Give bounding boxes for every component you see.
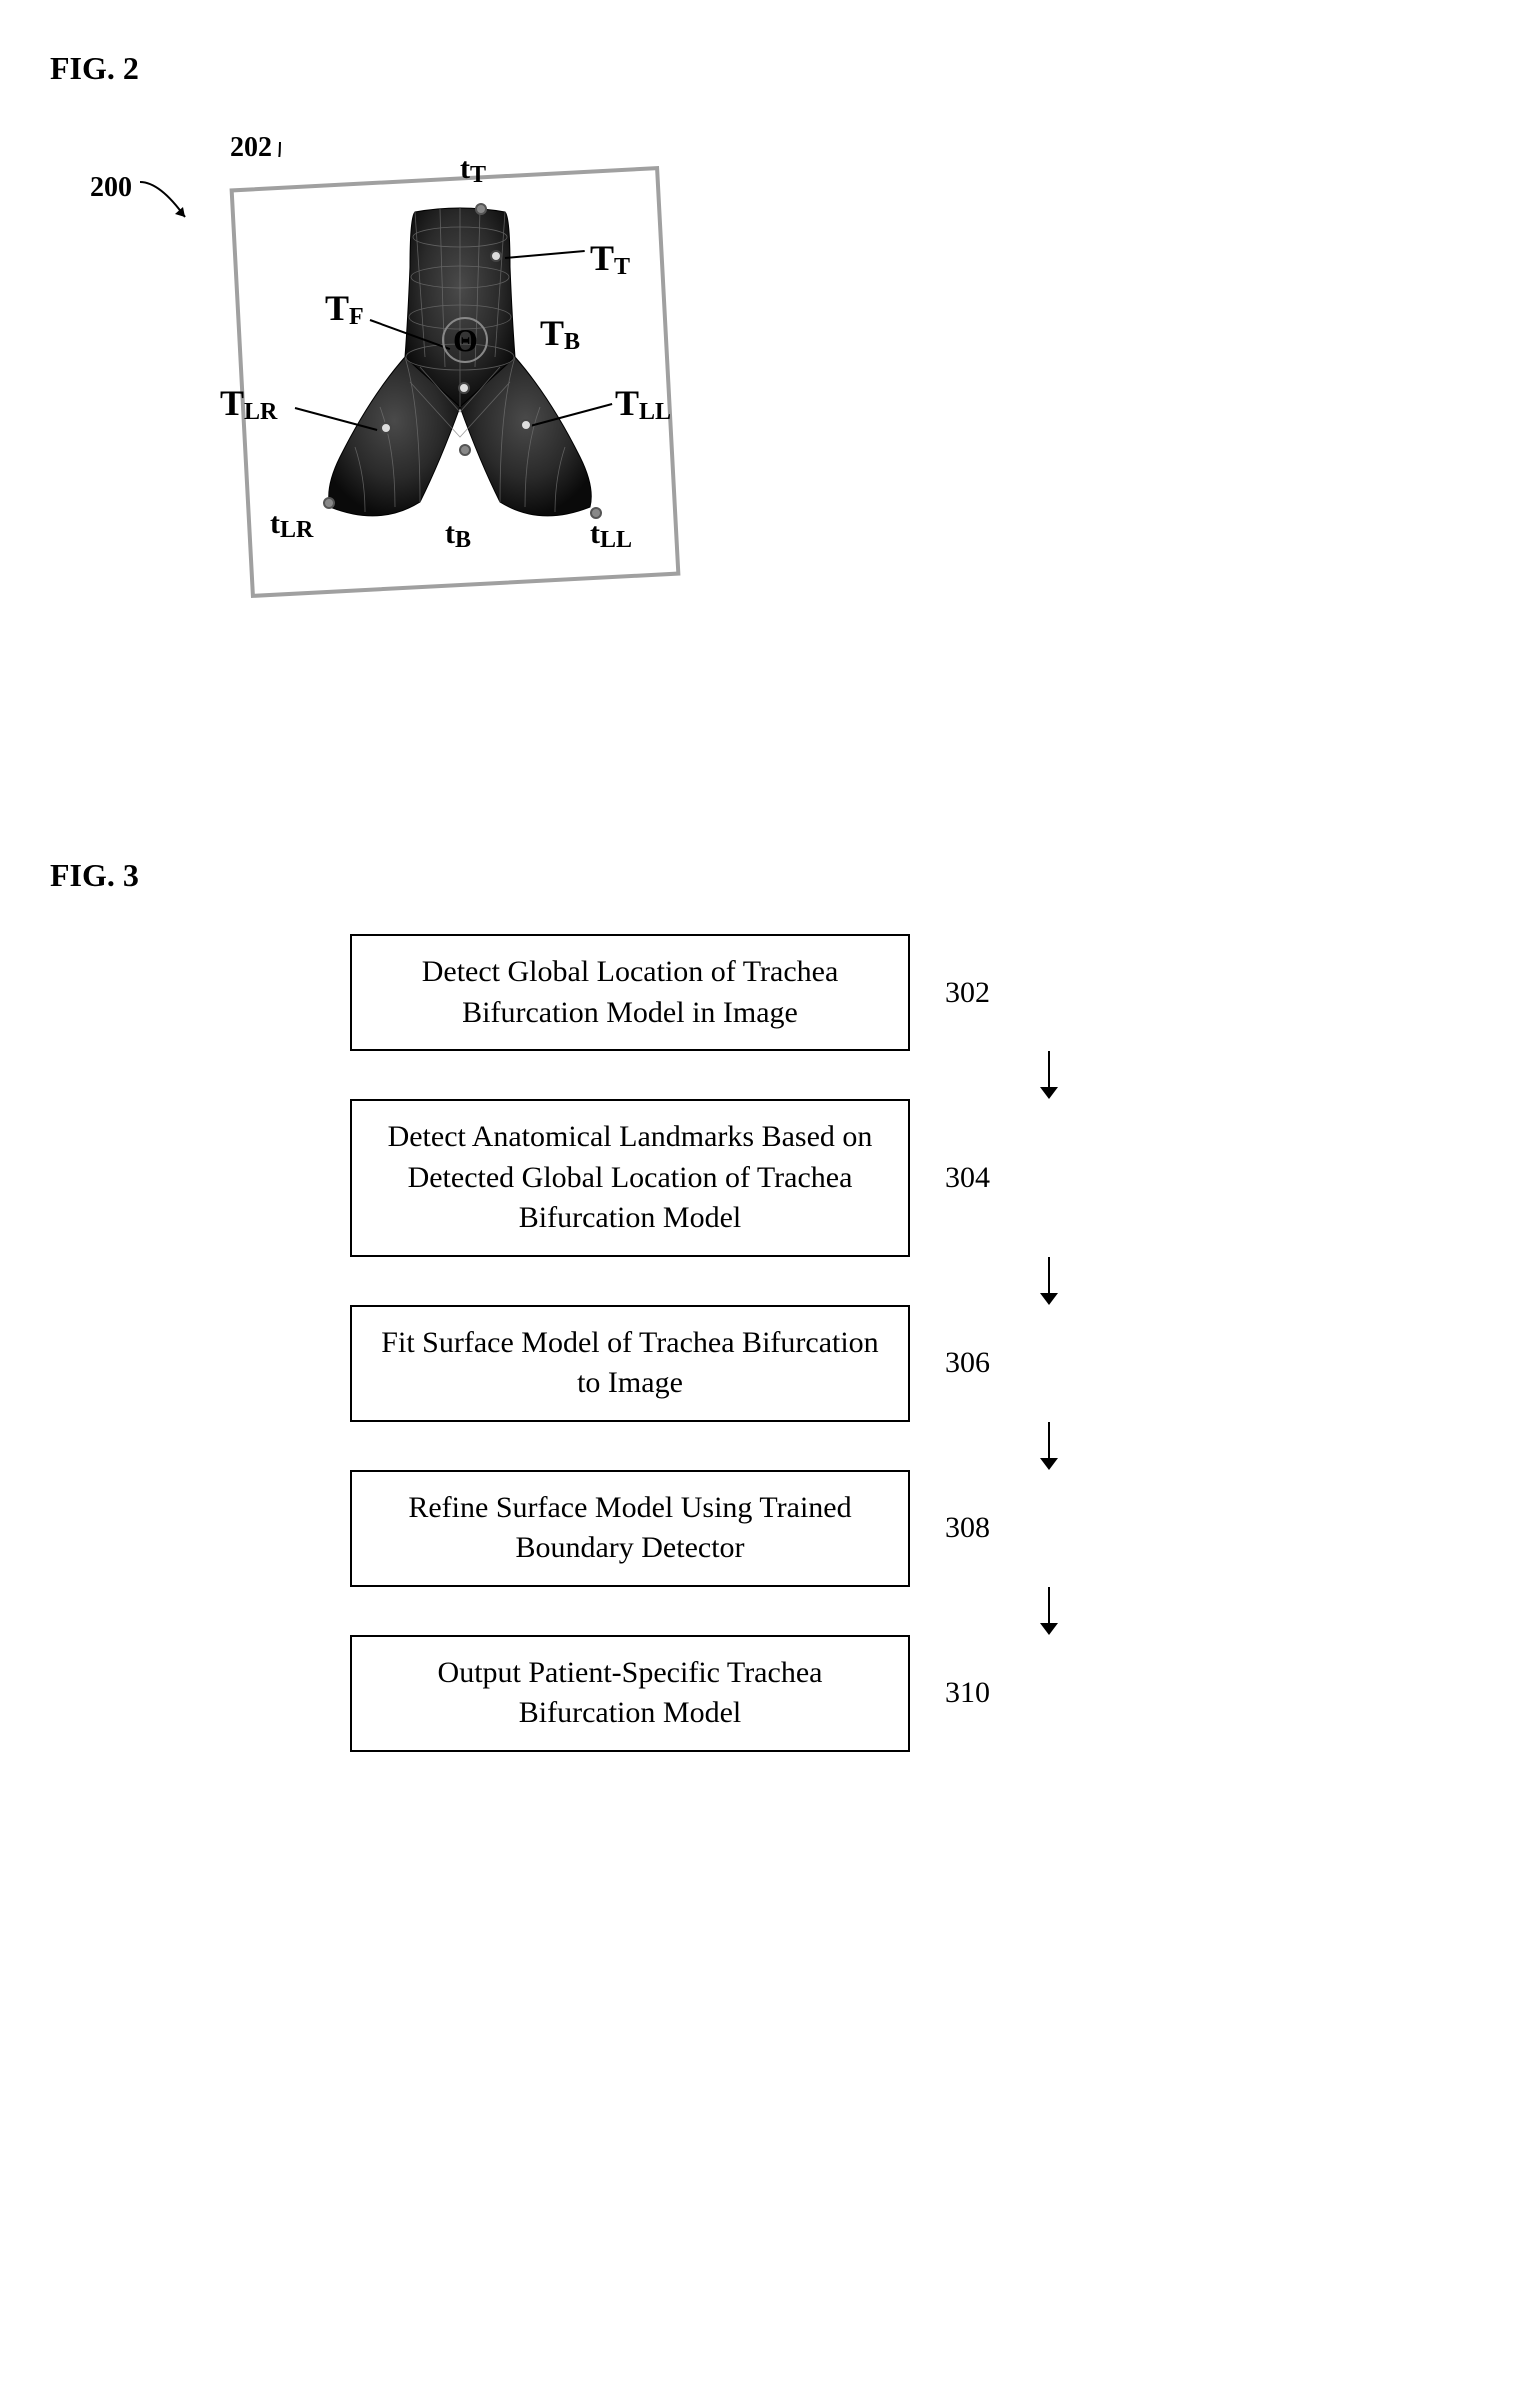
ref200-arrow [135,177,205,227]
fig2-container: 200 202 [90,107,790,657]
step-num-306: 306 [945,1346,990,1380]
label-tLL: tLL [590,517,632,554]
flow-box-308: Refine Surface Model Using Trained Bound… [350,1470,910,1587]
flow-row-4: Output Patient-Specific Trachea Bifurcat… [350,1635,1473,1752]
flow-arrow-2 [625,1422,1473,1470]
label-TB: TB [540,312,580,356]
dot-tLR [323,497,335,509]
step-num-310: 310 [945,1676,990,1710]
dot-TLR [380,422,392,434]
label-TLR: TLR [220,382,277,426]
fig3-title: FIG. 3 [50,857,1473,894]
flow-box-306: Fit Surface Model of Trachea Bifurcation… [350,1305,910,1422]
dot-tT [475,203,487,215]
dot-TLL [520,419,532,431]
fig3-container: FIG. 3 Detect Global Location of Trachea… [50,857,1473,1752]
step-num-308: 308 [945,1511,990,1545]
diagram-box: tT TT TF Θ TB TLR TLL [210,157,700,597]
theta-circle [440,315,490,365]
flow-row-3: Refine Surface Model Using Trained Bound… [350,1470,1473,1587]
label-tT: tT [460,152,486,189]
step-num-304: 304 [945,1161,990,1195]
step-num-302: 302 [945,976,990,1010]
flow-arrow-3 [625,1587,1473,1635]
flow-row-0: Detect Global Location of Trachea Bifurc… [350,934,1473,1051]
flow-arrow-1 [625,1257,1473,1305]
dot-TT [490,250,502,262]
flow-row-1: Detect Anatomical Landmarks Based on Det… [350,1099,1473,1257]
label-TLL: TLL [615,382,671,426]
label-TT: TT [590,237,630,281]
ref-200: 200 [90,172,132,204]
flow-box-304: Detect Anatomical Landmarks Based on Det… [350,1099,910,1257]
label-TF: TF [325,287,364,331]
dot-tB [459,444,471,456]
flow-box-310: Output Patient-Specific Trachea Bifurcat… [350,1635,910,1752]
fig2-title: FIG. 2 [50,50,1473,87]
dot-tLL [590,507,602,519]
label-tLR: tLR [270,507,313,544]
flowchart: Detect Global Location of Trachea Bifurc… [350,934,1473,1752]
flow-arrow-0 [625,1051,1473,1099]
dot-center [458,382,470,394]
flow-row-2: Fit Surface Model of Trachea Bifurcation… [350,1305,1473,1422]
flow-box-302: Detect Global Location of Trachea Bifurc… [350,934,910,1051]
label-tB: tB [445,517,471,554]
